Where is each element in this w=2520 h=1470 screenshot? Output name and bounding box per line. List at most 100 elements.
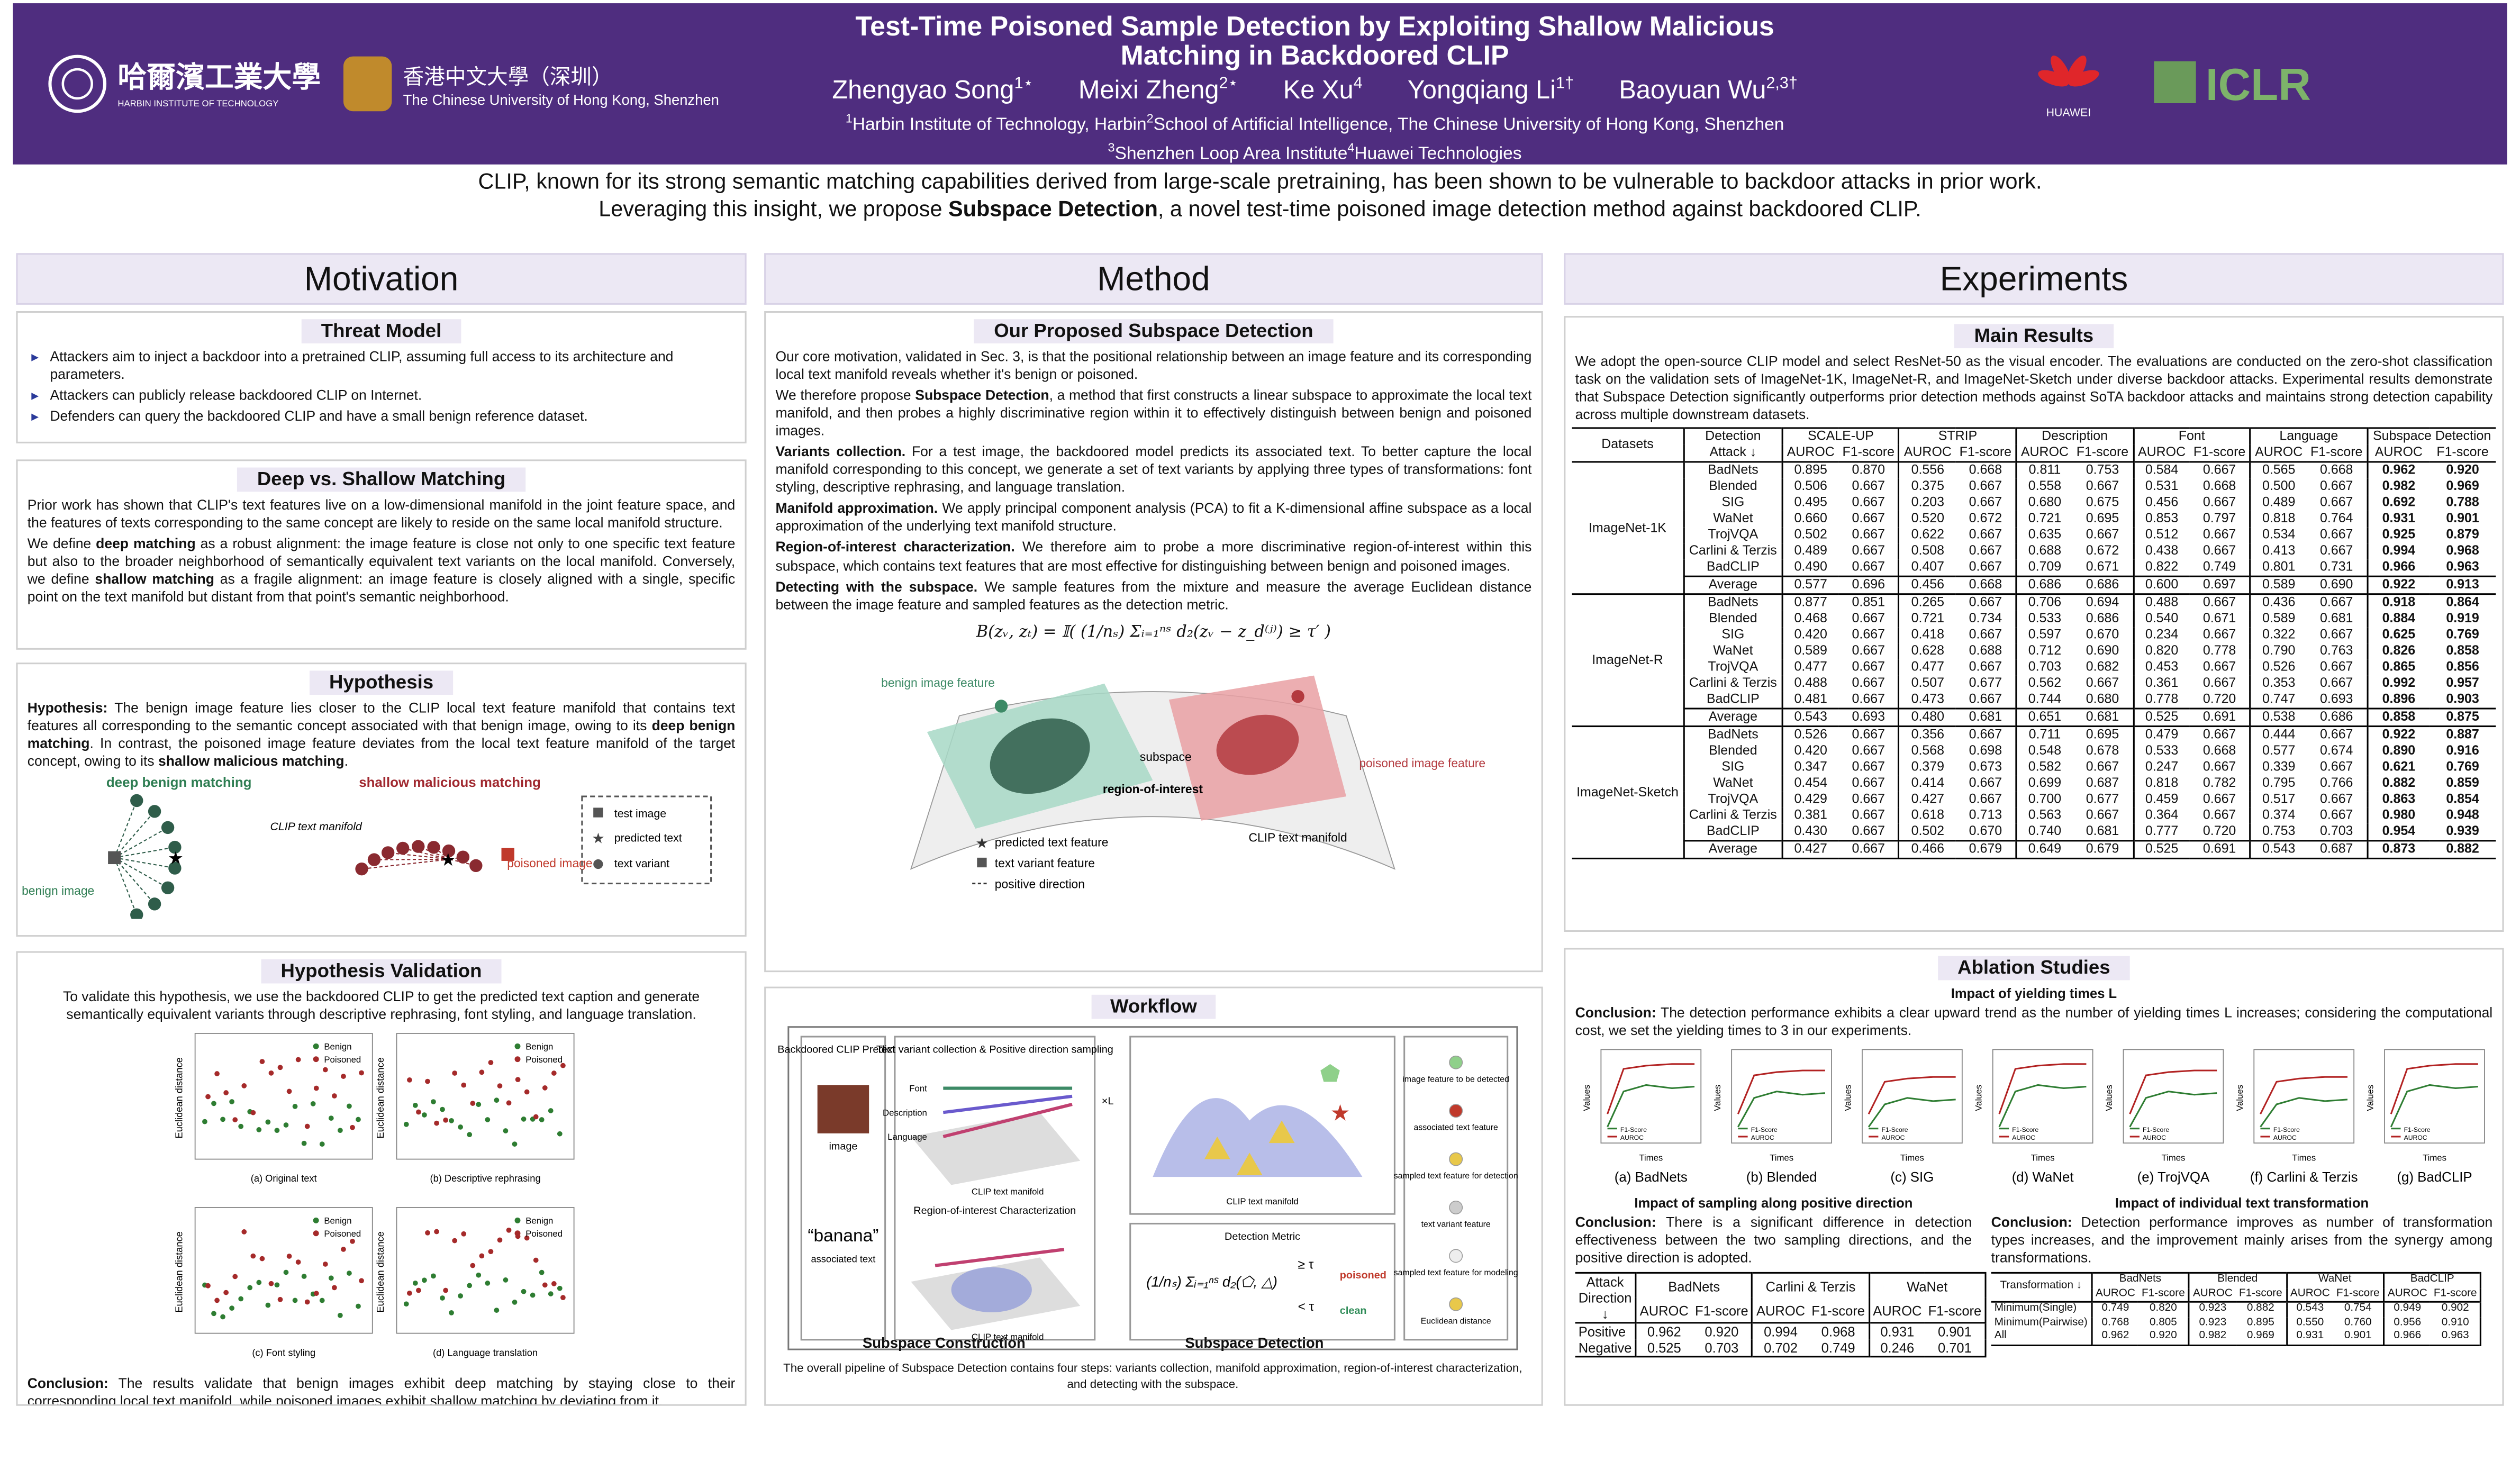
- table-cell: 0.667: [1838, 743, 1900, 760]
- table-cell: 0.667: [2189, 627, 2251, 644]
- svg-text:< τ: < τ: [1298, 1300, 1315, 1314]
- svg-text:positive direction: positive direction: [995, 877, 1085, 891]
- legend-label: Poisoned: [324, 1229, 361, 1239]
- table-cell: 0.922: [2382, 727, 2416, 742]
- table-cell: BadCLIP: [1683, 559, 1783, 577]
- line: [1868, 1076, 1956, 1115]
- table-cell: 0.980: [2382, 807, 2416, 823]
- table-cell: 0.490: [1794, 559, 1827, 575]
- table-cell: 0.922: [2382, 577, 2416, 592]
- table-cell: 0.691: [2189, 841, 2251, 859]
- bold-run: Conclusion:: [1575, 1214, 1656, 1230]
- table-cell: 0.247: [2145, 759, 2179, 774]
- legend-dot: [514, 1056, 521, 1063]
- header-cell: AUROC: [1639, 1302, 1689, 1319]
- test-image: [501, 848, 514, 861]
- svg-text:clean: clean: [1340, 1305, 1367, 1317]
- header-cell: F1-score: [2430, 1287, 2482, 1302]
- table-cell: 0.682: [2072, 659, 2134, 676]
- legend-label: AUROC: [1751, 1134, 1774, 1141]
- table-cell: 0.688: [1955, 643, 2017, 660]
- caption: (b) Blended: [1746, 1170, 1817, 1185]
- table-cell: 0.508: [1911, 543, 1945, 558]
- dot: [256, 1280, 262, 1285]
- dataset-cell: ImageNet-1K: [1572, 462, 1685, 595]
- paragraph: We define deep matching as a robust alig…: [28, 536, 736, 607]
- table-cell: 0.589: [2262, 577, 2296, 592]
- table-row: All 0.962 0.920 0.982 0.969 0.931 0.901 0.966 0.…: [1991, 1330, 2482, 1345]
- table-cell: 0.709: [2028, 559, 2062, 575]
- legend-label: Euclidean distance: [1421, 1317, 1491, 1326]
- table-cell: 0.502: [1911, 824, 1945, 839]
- legend-label: Benign: [324, 1216, 351, 1226]
- table-cell: 0.686: [2306, 709, 2368, 727]
- table-cell: 0.525: [2145, 841, 2179, 857]
- plot-frame: [1862, 1049, 1963, 1144]
- table-cell: 0.873: [2382, 841, 2416, 857]
- dot: [497, 1083, 503, 1089]
- dot: [214, 1071, 220, 1077]
- bullet: Attackers can publicly release backdoore…: [29, 387, 735, 405]
- header-cell: F1-score: [1955, 445, 2017, 462]
- table-cell: 0.919: [2446, 611, 2479, 626]
- table-cell: 0.563: [2028, 807, 2062, 823]
- table-cell: 0.882: [2382, 776, 2416, 791]
- table-cell: 0.427: [1911, 792, 1945, 806]
- table-cell: 0.374: [2262, 807, 2296, 823]
- text-variant: [130, 909, 143, 920]
- dot: [503, 1128, 509, 1134]
- table-cell: 0.667: [2306, 527, 2368, 544]
- legend-label: AUROC: [1881, 1134, 1905, 1141]
- author-name: Zhengyao Song: [832, 78, 1014, 106]
- header-cell: WaNet: [1869, 1273, 1987, 1299]
- dot: [497, 1237, 503, 1243]
- table-cell: 0.668: [2189, 743, 2251, 760]
- table-row: TrojVQA 0.477 0.667 0.477 0.667 0.703 0.682 0.4…: [1572, 659, 2496, 676]
- paragraphs: Our core motivation, validated in Sec. 3…: [766, 348, 1541, 614]
- section-title: Workflow: [1091, 994, 1217, 1019]
- table-cell: Positive: [1575, 1323, 1637, 1340]
- header-cell: F1-score: [1925, 1298, 1987, 1323]
- table-cell: 0.778: [2189, 643, 2251, 660]
- table-cell: 0.667: [1955, 543, 2017, 560]
- y-axis-label: Values: [2235, 1085, 2245, 1111]
- table-cell: Average: [1683, 709, 1783, 727]
- x-axis-label: Times: [1639, 1153, 1663, 1163]
- section: Main Results We adopt the open-source CL…: [1564, 316, 2504, 932]
- text-run: Prior work has shown that CLIP's text fe…: [27, 496, 736, 531]
- table-cell: 0.526: [2262, 659, 2296, 675]
- legend-label: F1-Score: [2273, 1126, 2300, 1133]
- table-cell: 0.778: [2145, 692, 2179, 707]
- table-cell: 0.916: [2446, 743, 2479, 758]
- dot: [283, 1122, 289, 1128]
- table-cell: 0.720: [2189, 692, 2251, 709]
- table-cell: 0.667: [1955, 692, 2017, 709]
- header-cell: F1-score: [2072, 445, 2134, 462]
- table-cell: 0.679: [2072, 841, 2134, 859]
- header-cell: Description: [2016, 428, 2134, 446]
- table-cell: 0.667: [2306, 659, 2368, 676]
- table-cell: 0.667: [1838, 559, 1900, 577]
- table-cell: 0.677: [2072, 792, 2134, 808]
- table-cell: SIG: [1683, 495, 1783, 512]
- table-cell: 0.667: [2072, 479, 2134, 495]
- table-cell: 0.768: [2101, 1317, 2129, 1328]
- header-cell: F1-score: [2436, 445, 2489, 460]
- svg-text:predicted text: predicted text: [614, 832, 682, 845]
- header-cell: F1-score: [1838, 445, 1900, 462]
- table-cell: 0.584: [2145, 462, 2179, 478]
- svg-text:deep benign matching: deep benign matching: [106, 775, 252, 790]
- dot: [557, 1286, 563, 1291]
- table-cell: 0.667: [2189, 659, 2251, 676]
- paragraph: Conclusion: The detection performance ex…: [1575, 1004, 2493, 1040]
- table-cell: 0.438: [2145, 543, 2179, 558]
- table-cell: 0.246: [1880, 1340, 1915, 1356]
- table-cell: 0.877: [1794, 595, 1827, 610]
- paragraph: Prior work has shown that CLIP's text fe…: [28, 496, 736, 532]
- dot: [479, 1069, 485, 1075]
- caption: (d) Language translation: [433, 1347, 538, 1358]
- link: [114, 857, 168, 889]
- table-cell: 0.864: [2446, 595, 2479, 610]
- table-cell: 0.699: [2028, 776, 2062, 791]
- legend-label: F1-Score: [1620, 1126, 1647, 1133]
